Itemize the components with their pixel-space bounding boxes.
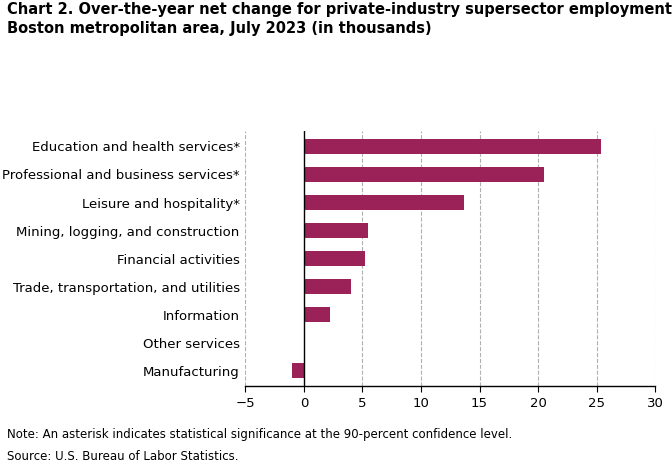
Bar (292, 363, 304, 379)
Text: Source: U.S. Bureau of Labor Statistics.: Source: U.S. Bureau of Labor Statistics. (7, 450, 238, 463)
Bar (304, 251, 365, 266)
Text: Note: An asterisk indicates statistical significance at the 90-percent confidenc: Note: An asterisk indicates statistical … (7, 428, 512, 441)
Bar (304, 139, 601, 154)
Text: Boston metropolitan area, July 2023 (in thousands): Boston metropolitan area, July 2023 (in … (7, 21, 431, 36)
Bar (304, 223, 368, 238)
Bar (304, 307, 329, 322)
Bar (304, 167, 544, 182)
Bar (304, 279, 351, 294)
Bar (304, 195, 464, 210)
Text: Chart 2. Over-the-year net change for private-industry supersector employment in: Chart 2. Over-the-year net change for pr… (7, 2, 672, 17)
